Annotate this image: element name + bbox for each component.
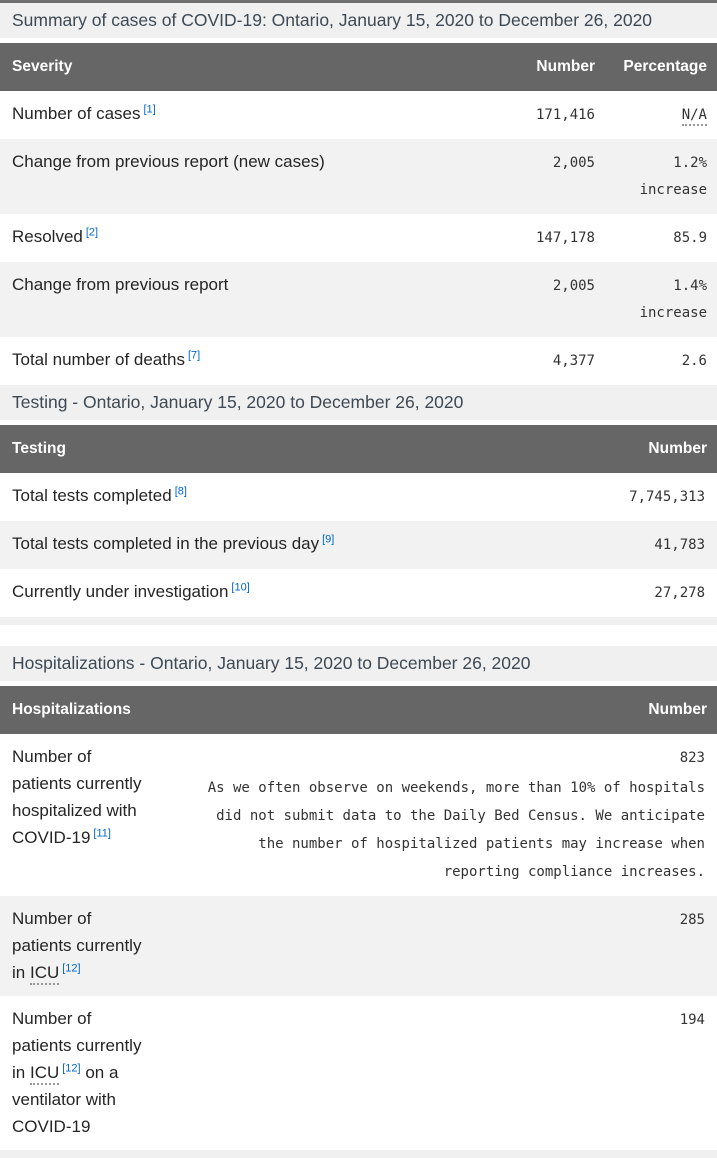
percentage-cell: N/A <box>605 91 717 139</box>
number-cell: 4,377 <box>552 353 595 369</box>
section-gap <box>0 625 717 646</box>
number-cell: 171,416 <box>535 107 595 123</box>
table-row-resolved: Resolved [2] 147,178 85.9 <box>0 214 717 262</box>
footnote-link-9[interactable]: [9] <box>322 533 335 546</box>
table-row-change-previous-report: Change from previous report 2,005 1.4% i… <box>0 262 717 337</box>
table-row-icu-ventilator: Number of patients currently in ICU [12] … <box>0 996 717 1150</box>
percentage-cell: 1.2% increase <box>639 155 707 198</box>
summary-table: Severity Number Percentage Number of cas… <box>0 43 717 385</box>
number-cell: 285 <box>679 912 705 928</box>
number-cell: 27,278 <box>654 585 705 601</box>
hospitalizations-table-caption: Hospitalizations - Ontario, January 15, … <box>0 646 717 681</box>
footnote-link-12[interactable]: [12] <box>62 962 81 975</box>
column-header-number: Number <box>557 425 717 473</box>
testing-table: Testing Number Total tests completed [8] … <box>0 425 717 617</box>
hospitalizations-cell: Number of patients currently hospitalize… <box>12 747 142 847</box>
footnote-link-11[interactable]: [11] <box>93 827 111 840</box>
table-row-icu: Number of patients currently in ICU [12] … <box>0 896 717 996</box>
hospital-reporting-note: As we often observe on weekends, more th… <box>207 780 705 880</box>
footnote-link-10[interactable]: [10] <box>231 581 250 594</box>
testing-table-end-strip <box>0 617 717 625</box>
footnote-link-12[interactable]: [12] <box>62 1062 81 1075</box>
hospitalizations-section: Hospitalizations - Ontario, January 15, … <box>0 646 717 1158</box>
icu-abbr[interactable]: ICU <box>29 1063 60 1085</box>
footnote-link-8[interactable]: [8] <box>174 485 187 498</box>
percentage-cell: 1.4% increase <box>639 278 707 321</box>
summary-cases-section: Summary of cases of COVID-19: Ontario, J… <box>0 3 717 385</box>
percentage-cell: 2.6 <box>681 353 707 369</box>
footnote-link-1[interactable]: [1] <box>143 103 156 116</box>
column-header-hospitalizations: Hospitalizations <box>0 686 160 734</box>
severity-cell: Change from previous report <box>12 275 229 294</box>
hospitalizations-header-row: Hospitalizations Number <box>0 686 717 734</box>
number-cell: 2,005 <box>552 278 595 294</box>
table-row-total-tests: Total tests completed [8] 7,745,313 <box>0 473 717 521</box>
column-header-number: Number <box>480 43 605 91</box>
severity-cell: Total number of deaths [7] <box>12 349 201 369</box>
table-row-under-investigation: Currently under investigation [10] 27,278 <box>0 569 717 617</box>
column-header-number: Number <box>160 686 717 734</box>
testing-section: Testing - Ontario, January 15, 2020 to D… <box>0 385 717 625</box>
percentage-cell: 85.9 <box>673 230 707 246</box>
number-cell: 823 As we often observe on weekends, mor… <box>160 734 717 896</box>
summary-table-caption: Summary of cases of COVID-19: Ontario, J… <box>0 3 717 38</box>
severity-cell: Change from previous report (new cases) <box>12 152 325 171</box>
footnote-link-2[interactable]: [2] <box>85 226 99 239</box>
testing-cell: Currently under investigation [10] <box>12 581 250 601</box>
hospitalizations-table: Hospitalizations Number Number of patien… <box>0 686 717 1150</box>
na-abbr[interactable]: N/A <box>681 107 707 126</box>
number-cell: 7,745,313 <box>629 489 705 505</box>
testing-table-caption: Testing - Ontario, January 15, 2020 to D… <box>0 385 717 420</box>
severity-cell: Number of cases [1] <box>12 103 156 123</box>
testing-header-row: Testing Number <box>0 425 717 473</box>
table-row-hospitalized: Number of patients currently hospitalize… <box>0 734 717 896</box>
testing-cell: Total tests completed in the previous da… <box>12 533 335 553</box>
column-header-severity: Severity <box>0 43 480 91</box>
table-row-tests-previous-day: Total tests completed in the previous da… <box>0 521 717 569</box>
table-row-change-new-cases: Change from previous report (new cases) … <box>0 139 717 214</box>
severity-cell: Resolved [2] <box>12 226 99 246</box>
column-header-percentage: Percentage <box>605 43 717 91</box>
table-row-total-deaths: Total number of deaths [7] 4,377 2.6 <box>0 337 717 385</box>
number-cell: 147,178 <box>535 230 595 246</box>
summary-header-row: Severity Number Percentage <box>0 43 717 91</box>
column-header-testing: Testing <box>0 425 557 473</box>
icu-abbr[interactable]: ICU <box>29 963 60 985</box>
number-cell: 194 <box>679 1012 705 1028</box>
top-divider <box>0 0 717 3</box>
number-cell: 41,783 <box>654 537 705 553</box>
hospitalizations-table-end-strip <box>0 1150 717 1158</box>
hospitalizations-cell: Number of patients currently in ICU [12] <box>0 896 160 996</box>
number-cell: 2,005 <box>552 155 595 171</box>
testing-cell: Total tests completed [8] <box>12 485 187 505</box>
footnote-link-7[interactable]: [7] <box>187 349 201 362</box>
hospitalizations-cell: Number of patients currently in ICU [12] … <box>12 1009 142 1136</box>
table-row-number-of-cases: Number of cases [1] 171,416 N/A <box>0 91 717 139</box>
